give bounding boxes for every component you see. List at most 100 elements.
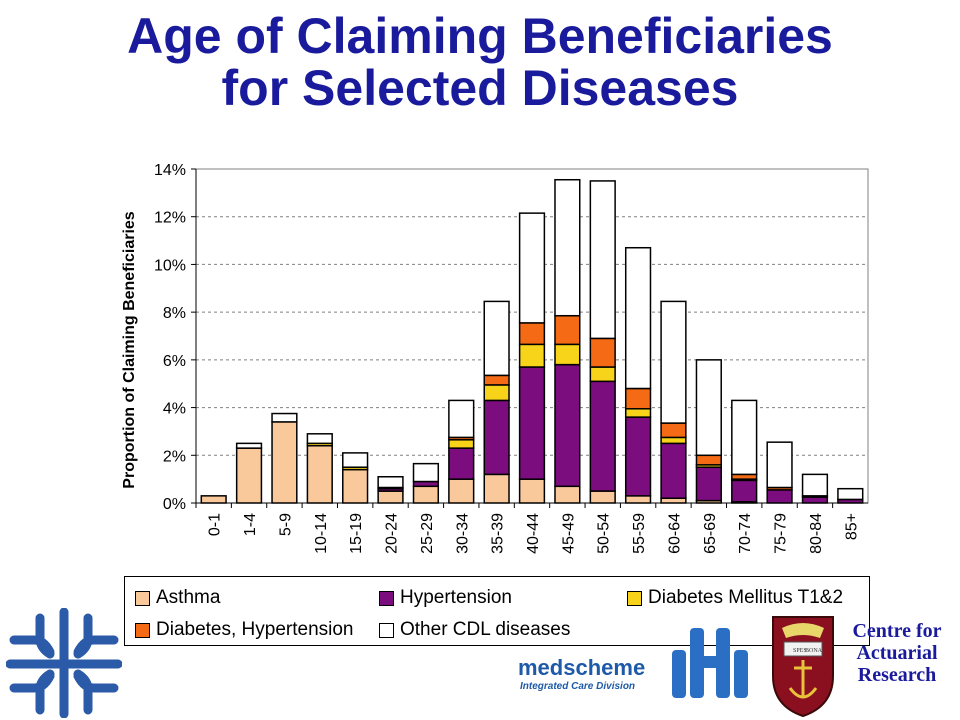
bar-segment-other-cdl-diseases bbox=[306, 433, 333, 445]
x-tick-label: 30-34 bbox=[454, 513, 471, 554]
x-tick-label: 5-9 bbox=[277, 513, 294, 536]
x-tick-label: 25-29 bbox=[419, 513, 436, 554]
bar-segment-other-cdl-diseases bbox=[837, 487, 864, 501]
bar-segment-asthma bbox=[589, 490, 616, 504]
y-tick-label: 8% bbox=[163, 305, 186, 322]
cross-logo-icon bbox=[6, 608, 122, 718]
bar-segment-other-cdl-diseases bbox=[731, 399, 758, 476]
bar-segment-hypertension bbox=[801, 496, 829, 504]
bar-segment-hypertension bbox=[766, 489, 793, 504]
legend-item-asthma: Asthma bbox=[135, 587, 220, 609]
y-tick-label: 10% bbox=[154, 257, 186, 274]
title-line-1: Age of Claiming Beneficiaries bbox=[127, 8, 833, 64]
x-tick-label: 35-39 bbox=[490, 513, 507, 554]
y-axis-label: Proportion of Claiming Beneficiaries bbox=[121, 211, 138, 488]
car-line-3: Research bbox=[857, 664, 937, 686]
bar-segment-other-cdl-diseases bbox=[412, 462, 440, 483]
legend-item-diabetes: Diabetes Mellitus T1&2 bbox=[627, 587, 843, 609]
bar-segment-other-cdl-diseases bbox=[554, 178, 581, 317]
chart-legend: Asthma Hypertension Diabetes Mellitus T1… bbox=[124, 576, 870, 646]
y-tick-label: 2% bbox=[163, 448, 186, 465]
medscheme-logo-text: medscheme bbox=[518, 655, 646, 680]
bar-segment-hypertension bbox=[518, 366, 546, 480]
bar-segment-other-cdl-diseases bbox=[801, 473, 829, 497]
legend-label-other-cdl: Other CDL diseases bbox=[400, 619, 571, 640]
bar-segment-hypertension bbox=[483, 399, 510, 476]
legend-swatch-diabetes bbox=[627, 590, 642, 606]
legend-label-diabetes-hypertension: Diabetes, Hypertension bbox=[156, 619, 354, 640]
bar-segment-asthma bbox=[448, 478, 475, 504]
crest-motto-left: SPES bbox=[793, 648, 807, 654]
bar-segment-diabetes-hypertension bbox=[695, 454, 722, 466]
bar-segment-diabetes-mellitus-t1-2 bbox=[448, 439, 475, 449]
x-tick-label: 0-1 bbox=[207, 513, 224, 536]
crest-motto-right: BONA bbox=[805, 648, 823, 654]
bar-segment-hypertension bbox=[554, 363, 581, 488]
bar-segment-other-cdl-diseases bbox=[660, 300, 687, 424]
x-tick-label: 85+ bbox=[843, 513, 860, 540]
bar-segment-hypertension bbox=[731, 479, 758, 503]
medscheme-logo-subtitle: Integrated Care Division bbox=[520, 681, 636, 692]
legend-swatch-other-cdl bbox=[379, 622, 394, 638]
x-tick-label: 75-79 bbox=[773, 513, 790, 554]
bar-segment-asthma bbox=[342, 468, 369, 504]
legend-swatch-diabetes-hypertension bbox=[135, 622, 150, 638]
title-line-2: for Selected Diseases bbox=[221, 60, 739, 116]
bar-segment-other-cdl-diseases bbox=[695, 359, 722, 457]
x-tick-label: 55-59 bbox=[631, 513, 648, 554]
bar-segment-other-cdl-diseases bbox=[483, 300, 510, 377]
bar-segment-diabetes-mellitus-t1-2 bbox=[518, 343, 546, 368]
bar-segment-hypertension bbox=[448, 447, 475, 480]
legend-item-other-cdl: Other CDL diseases bbox=[379, 619, 570, 641]
bar-segment-diabetes-hypertension bbox=[624, 387, 652, 410]
university-crest-icon: SPES BONA bbox=[772, 616, 834, 718]
x-tick-label: 60-64 bbox=[666, 513, 683, 554]
y-tick-label: 6% bbox=[163, 353, 186, 370]
x-tick-label: 40-44 bbox=[525, 513, 542, 554]
x-tick-label: 10-14 bbox=[313, 513, 330, 554]
bar-segment-asthma bbox=[235, 447, 263, 504]
chart-title: Age of Claiming Beneficiaries for Select… bbox=[0, 10, 960, 114]
bar-segment-asthma bbox=[624, 495, 652, 504]
bar-segment-hypertension bbox=[624, 416, 652, 497]
bar-segment-diabetes-hypertension bbox=[589, 337, 616, 368]
x-tick-label: 20-24 bbox=[384, 513, 401, 554]
bar-segment-diabetes-mellitus-t1-2 bbox=[660, 436, 687, 445]
bar-segment-hypertension bbox=[660, 442, 687, 499]
x-tick-label: 45-49 bbox=[560, 513, 577, 554]
legend-swatch-asthma bbox=[135, 590, 150, 606]
bar-segment-diabetes-mellitus-t1-2 bbox=[483, 384, 510, 402]
bar-segment-other-cdl-diseases bbox=[518, 212, 546, 324]
bar-segment-asthma bbox=[483, 473, 510, 504]
legend-label-diabetes: Diabetes Mellitus T1&2 bbox=[648, 587, 844, 608]
bar-segment-asthma bbox=[518, 478, 546, 504]
bar-segment-other-cdl-diseases bbox=[589, 180, 616, 340]
legend-label-asthma: Asthma bbox=[156, 587, 221, 608]
bar-segment-asthma bbox=[377, 490, 404, 504]
bar-segment-other-cdl-diseases bbox=[377, 476, 404, 489]
plot-area: 0% 2% 4% 6% 8% 10% 12% 14% 0-1 1-4 5-9 10-14 15-19 20… bbox=[154, 162, 869, 554]
bar-segment-diabetes-hypertension bbox=[660, 422, 687, 439]
bar-segment-asthma bbox=[200, 495, 227, 504]
bar-segment-other-cdl-diseases bbox=[342, 452, 369, 468]
y-tick-label: 12% bbox=[154, 210, 186, 227]
x-tick-label: 1-4 bbox=[242, 513, 259, 536]
car-line-2: Actuarial bbox=[856, 642, 938, 664]
x-tick-label: 65-69 bbox=[702, 513, 719, 554]
bar-segment-asthma bbox=[412, 485, 440, 504]
legend-label-hypertension: Hypertension bbox=[400, 587, 512, 608]
bar-segment-hypertension bbox=[695, 466, 722, 502]
centre-for-actuarial-research-logo: Centre for Actuarial Research bbox=[838, 620, 956, 686]
y-tick-label: 4% bbox=[163, 401, 186, 418]
x-tick-label: 15-19 bbox=[348, 513, 365, 554]
car-line-1: Centre for bbox=[852, 620, 942, 642]
bar-segment-diabetes-hypertension bbox=[483, 374, 510, 386]
bar-segment-asthma bbox=[554, 485, 581, 504]
y-tick-label: 14% bbox=[154, 162, 186, 179]
bar-segment-diabetes-mellitus-t1-2 bbox=[589, 366, 616, 383]
bar-segment-other-cdl-diseases bbox=[624, 246, 652, 390]
y-tick-label: 0% bbox=[163, 496, 186, 513]
bar-segment-other-cdl-diseases bbox=[271, 412, 298, 423]
x-tick-label: 50-54 bbox=[596, 513, 613, 554]
